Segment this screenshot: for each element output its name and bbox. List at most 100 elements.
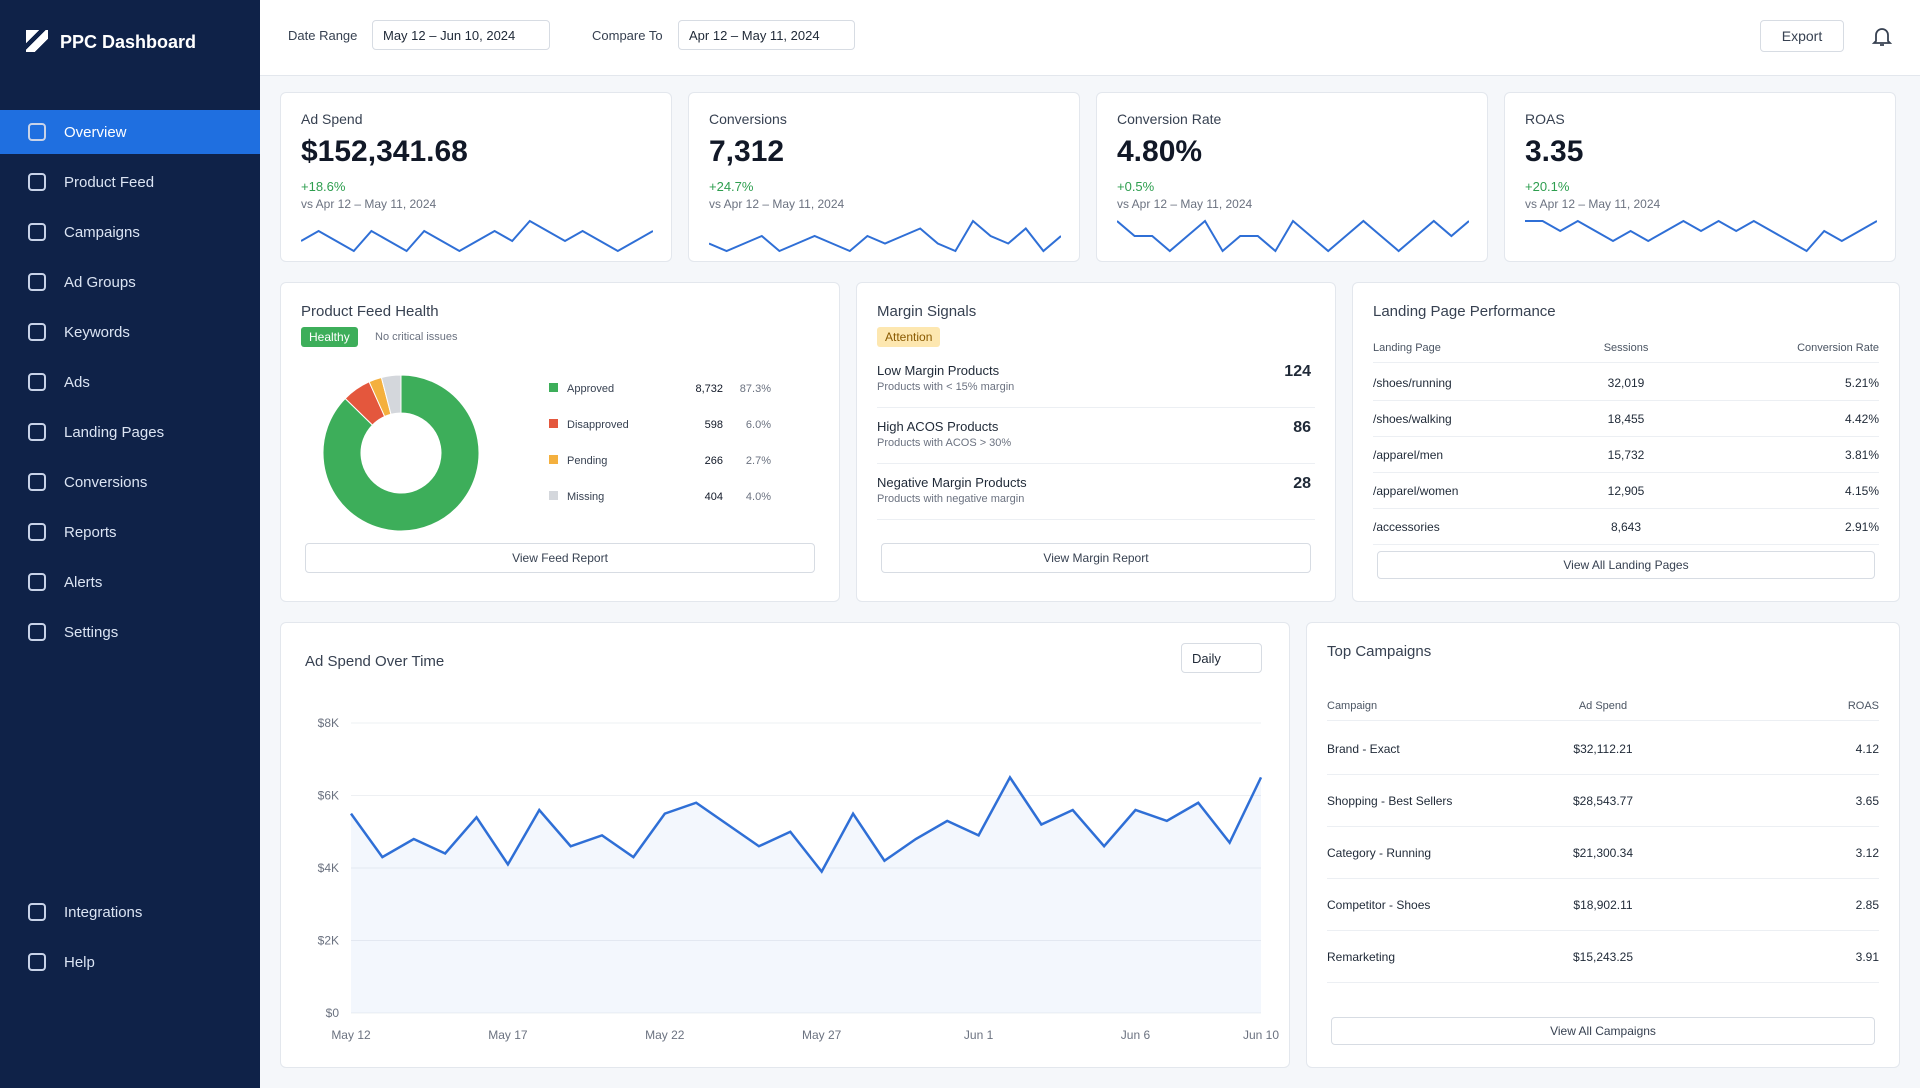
nav-icon — [28, 423, 46, 441]
donut: Approved 8,732 87.3% Disapproved 598 6.0% Pend… — [322, 374, 771, 532]
kpi-label: Conversion Rate — [1117, 111, 1222, 127]
nav-item[interactable]: Ad Groups — [0, 260, 260, 304]
nav-item[interactable]: Conversions — [0, 460, 260, 504]
sparkline-line — [1525, 219, 1877, 253]
table-row: /shoes/walking 18,455 4.42% — [1373, 401, 1879, 437]
period-dropdown[interactable]: Daily — [1181, 643, 1262, 673]
nav-item[interactable]: Integrations — [0, 890, 260, 934]
cell: 3.91 — [1855, 949, 1879, 964]
legend-swatch — [549, 455, 558, 464]
table-row: Shopping - Best Sellers $28,543.77 3.65 — [1327, 775, 1879, 827]
nav-item[interactable]: Ads — [0, 360, 260, 404]
kpi-label: ROAS — [1525, 111, 1565, 127]
view-button[interactable]: View All Landing Pages — [1377, 551, 1875, 579]
kpi-card: Conversions 7,312 +24.7% vs Apr 12 – May 11… — [688, 92, 1080, 262]
nav-item[interactable]: Campaigns — [0, 210, 260, 254]
nav-icon — [28, 473, 46, 491]
donut-segment — [380, 374, 402, 415]
signal-subtitle: Products with negative margin — [877, 493, 1025, 505]
ad-spend-card: Ad Spend Over Time Daily $0 $2K $4K $6K $8K May… — [280, 622, 1290, 1068]
sparkline — [301, 219, 653, 253]
cell: /accessories — [1373, 519, 1440, 534]
divider — [877, 407, 1315, 408]
brand: PPC Dashboard — [60, 32, 197, 52]
nav-icon — [28, 323, 46, 341]
count-label: 8,732 — [695, 383, 723, 395]
count-label: 404 — [705, 491, 723, 503]
table-header: Campaign Ad Spend ROAS — [1327, 691, 1879, 721]
bell[interactable] — [1870, 24, 1894, 48]
card-title: Product Feed Health — [301, 303, 439, 320]
cell: 2.91% — [1844, 519, 1880, 534]
table-row: Remarketing $15,243.25 3.91 — [1327, 931, 1879, 983]
kpi-value: 4.80% — [1117, 135, 1203, 168]
date-range-label: Date Range — [288, 28, 358, 43]
y-tick-label: $4K — [318, 861, 339, 875]
signal-count: 86 — [1293, 419, 1311, 436]
y-tick-label: $2K — [318, 934, 339, 948]
card-title: Landing Page Performance — [1373, 303, 1556, 320]
legend-label: Pending — [567, 455, 607, 467]
percent-label: 2.7% — [746, 455, 771, 467]
card-title: Margin Signals — [877, 303, 977, 320]
table-row: /accessories 8,643 2.91% — [1373, 509, 1879, 545]
cell: /shoes/running — [1373, 375, 1452, 390]
nav-item[interactable]: Product Feed — [0, 160, 260, 204]
nav-icon — [28, 123, 46, 141]
sparkline-line — [301, 219, 653, 253]
legend-swatch — [549, 491, 558, 500]
column-header: Sessions — [1603, 341, 1649, 354]
kpi-value: 7,312 — [709, 135, 785, 168]
compare[interactable]: Apr 12 – May 11, 2024 — [678, 20, 855, 50]
view-button[interactable]: View All Campaigns — [1331, 1017, 1875, 1045]
sparkline-line — [709, 219, 1061, 253]
nav-item[interactable]: Help — [0, 940, 260, 984]
campaigns-card: Top Campaigns Campaign Ad Spend ROAS Brand -… — [1306, 622, 1900, 1068]
card-title: Ad Spend Over Time — [305, 653, 445, 670]
cell: 15,732 — [1607, 447, 1645, 462]
date-range[interactable]: May 12 – Jun 10, 2024 — [372, 20, 551, 50]
landing-card: Landing Page Performance Landing Page Sess… — [1352, 282, 1900, 602]
line-chart: $0 $2K $4K $6K $8K May 12 May 17 May 22 May 27 Ju… — [318, 716, 1280, 1042]
nav-item[interactable]: Settings — [0, 610, 260, 654]
nav-icon — [28, 373, 46, 391]
cell: Brand - Exact — [1327, 741, 1400, 756]
table-row: /apparel/men 15,732 3.81% — [1373, 437, 1879, 473]
kpi-value: 3.35 — [1525, 135, 1584, 168]
nav-item[interactable]: Landing Pages — [0, 410, 260, 454]
column-header: Ad Spend — [1578, 699, 1628, 712]
y-tick-label: $8K — [318, 716, 339, 730]
signal-count: 28 — [1293, 475, 1311, 492]
column-header: Landing Page — [1373, 341, 1441, 354]
signal-title: Negative Margin Products — [877, 475, 1027, 490]
y-tick-label: $6K — [318, 789, 339, 803]
feed-card: Product Feed Health Healthy No critical is… — [280, 282, 840, 602]
table-row: /apparel/women 12,905 4.15% — [1373, 473, 1879, 509]
nav-icon — [28, 573, 46, 591]
cell: $21,300.34 — [1572, 845, 1634, 860]
nav-item[interactable]: Keywords — [0, 310, 260, 354]
signal-subtitle: Products with < 15% margin — [877, 381, 1015, 393]
view-button[interactable]: View Feed Report — [305, 543, 815, 573]
sparkline — [1117, 219, 1469, 253]
view-button[interactable]: View Margin Report — [881, 543, 1311, 573]
table-row: Brand - Exact $32,112.21 4.12 — [1327, 723, 1879, 775]
x-tick-label: May 12 — [331, 1028, 371, 1042]
compare-label: Compare To — [592, 28, 663, 43]
kpi-card: Ad Spend $152,341.68 +18.6% vs Apr 12 – May… — [280, 92, 672, 262]
kpi-value: $152,341.68 — [301, 135, 468, 168]
export-button[interactable]: Export — [1760, 20, 1844, 52]
kpi-change: +0.5% — [1117, 179, 1155, 194]
nav-item[interactable]: Reports — [0, 510, 260, 554]
signal-count: 124 — [1284, 363, 1311, 380]
x-tick-label: May 27 — [802, 1028, 842, 1042]
legend-swatch — [549, 383, 558, 392]
sparkline — [1525, 219, 1877, 253]
legend-label: Approved — [567, 383, 614, 395]
cell: 3.81% — [1844, 447, 1880, 462]
nav-item[interactable]: Overview — [0, 110, 260, 154]
cell: 4.42% — [1844, 411, 1880, 426]
table-row: Category - Running $21,300.34 3.12 — [1327, 827, 1879, 879]
nav-item[interactable]: Alerts — [0, 560, 260, 604]
donut-segment — [322, 374, 480, 532]
